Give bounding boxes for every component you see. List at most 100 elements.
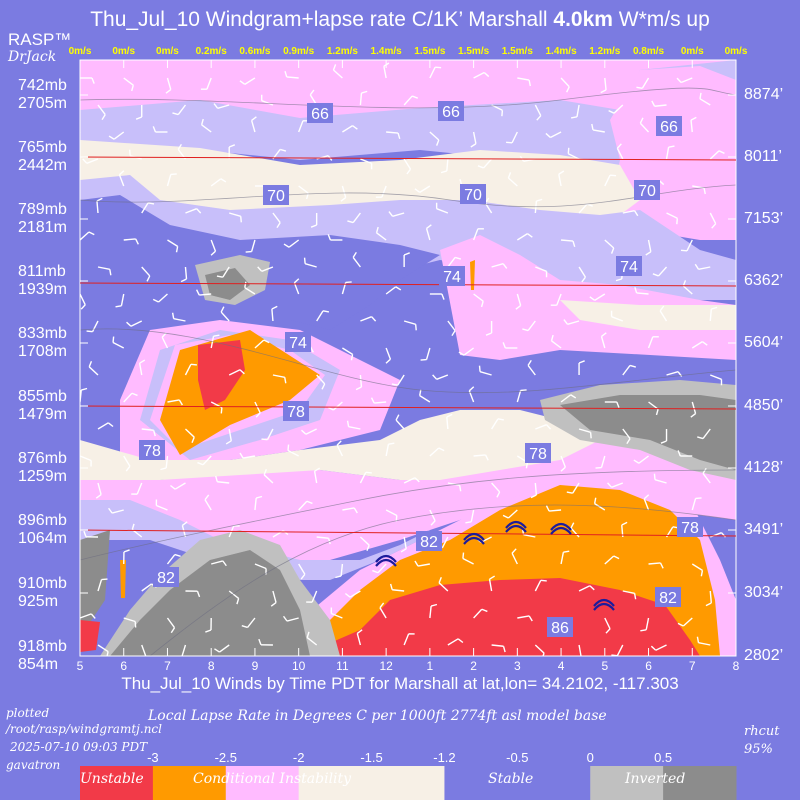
wind-barb-flag <box>639 117 644 124</box>
wind-barb-flag <box>530 494 537 499</box>
wind-barb-flag <box>356 629 363 634</box>
wind-barb-flag <box>88 231 95 236</box>
wind-barb <box>228 369 241 376</box>
wind-barb-flag <box>287 444 290 451</box>
wind-barb-flag <box>375 226 379 233</box>
wind-barb-flag <box>616 401 620 408</box>
wind-barb-flag <box>545 505 550 512</box>
wind-barb-flag <box>480 301 484 308</box>
wind-barb-flag <box>636 86 643 89</box>
wind-barb <box>293 282 300 295</box>
wind-barb-flag <box>177 143 182 150</box>
wind-barb <box>699 98 711 106</box>
wind-barb-flag <box>71 144 77 145</box>
wind-barb <box>551 340 562 349</box>
isotherm-line <box>149 504 736 656</box>
wind-barb <box>702 428 711 440</box>
wind-barb-flag <box>528 615 533 622</box>
wind-barb-flag <box>108 135 115 140</box>
wind-barb <box>97 644 109 653</box>
wind-barb-flag <box>711 223 717 229</box>
wind-barb <box>210 178 222 187</box>
wind-barb <box>682 285 693 295</box>
wind-barb-flag <box>240 216 242 223</box>
wind-barb-flag <box>699 92 702 99</box>
wind-barb-flag <box>263 339 270 344</box>
wind-barb-flag <box>419 389 422 396</box>
wind-barb-flag <box>135 238 139 245</box>
wind-barb-flag <box>465 521 472 524</box>
wind-barb-flag <box>222 560 227 567</box>
wind-barb-flag <box>660 440 667 444</box>
wind-barb-flag <box>406 168 412 175</box>
wind-barb <box>141 202 149 214</box>
wind-barb-flag <box>489 575 496 580</box>
wind-barb <box>286 617 299 622</box>
wind-barb <box>80 562 81 564</box>
contour-label: 66 <box>660 119 678 136</box>
wind-barb-flag <box>420 358 427 361</box>
wind-barb-flag <box>438 447 445 452</box>
wind-barb <box>710 532 722 538</box>
wind-barb <box>567 320 580 325</box>
wind-barb-flag <box>255 412 261 418</box>
wind-barb <box>184 363 192 376</box>
right-axis-label: 3491’ <box>744 521 784 538</box>
wind-barb-flag <box>88 360 93 368</box>
wind-barb-flag <box>613 555 620 560</box>
wind-barb-flag <box>607 482 613 488</box>
region-conditional-sliver <box>120 560 126 598</box>
author-label: DrJack <box>8 49 57 65</box>
wind-barb <box>517 615 530 619</box>
wind-barb <box>376 232 387 241</box>
wind-barb-flag <box>458 351 465 356</box>
right-axis-label: 2802’ <box>744 647 784 664</box>
wind-barb <box>123 617 136 623</box>
wind-barb-flag <box>220 178 227 183</box>
x-tick-label: 12 <box>379 659 393 673</box>
wind-barb-flag <box>616 143 622 149</box>
wind-barb <box>177 104 187 116</box>
wind-barb-flag <box>67 518 73 520</box>
region-cream-band <box>80 140 640 390</box>
wind-barb <box>491 482 501 493</box>
contour-label: 82 <box>659 590 677 607</box>
wind-barb-flag <box>282 615 288 622</box>
rhcut-value: 95% <box>744 742 773 757</box>
wind-barb <box>242 455 256 459</box>
wind-barb <box>604 174 611 187</box>
x-tick-label: 1 <box>426 659 434 673</box>
wind-barb-flag <box>257 266 263 272</box>
wind-barb <box>359 536 370 546</box>
wind-barb <box>349 590 361 598</box>
wind-barb-flag <box>309 346 314 353</box>
wind-barb <box>473 454 486 457</box>
wind-barb-flag <box>200 118 204 125</box>
colorbar-category-inverted: Inverted <box>625 771 686 787</box>
wind-barb-flag <box>446 413 453 418</box>
wind-barb-flag <box>180 278 187 283</box>
wind-barb <box>436 208 449 214</box>
wind-barb-flag <box>344 592 351 598</box>
region-pink-lower <box>80 430 736 560</box>
wind-barb <box>202 455 212 466</box>
wind-barb-flag <box>80 304 86 310</box>
wind-barb <box>341 185 347 198</box>
wind-barb-flag <box>426 224 432 230</box>
x-tick-label: 11 <box>336 659 349 673</box>
wind-barb-flag <box>522 328 529 332</box>
wind-barb <box>647 239 652 252</box>
wind-barb <box>534 579 542 592</box>
script-path: /root/rasp/windgramtj.ncl <box>6 722 162 736</box>
wstar-label: 0m/s <box>156 46 179 57</box>
wind-barb-flag <box>432 374 438 380</box>
wind-barb <box>91 320 99 333</box>
wind-barb <box>385 444 390 457</box>
wind-barb-flag <box>181 521 188 526</box>
wind-barb <box>383 66 387 79</box>
region-conditional-spike <box>470 260 475 290</box>
wind-barb <box>616 147 624 160</box>
wind-barb <box>403 477 416 484</box>
wind-barb-flag <box>563 319 569 325</box>
wind-barb <box>567 153 580 160</box>
